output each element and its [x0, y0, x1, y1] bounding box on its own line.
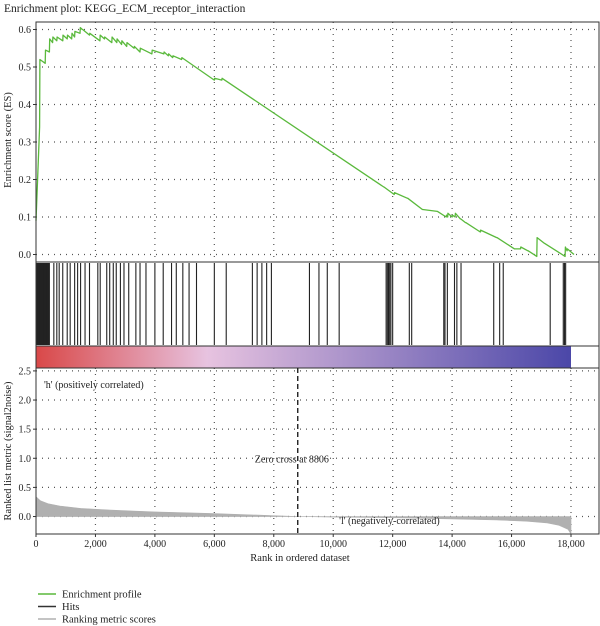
es-panel-line-layer — [35, 26, 575, 258]
rank-panel-grid — [36, 368, 599, 534]
rank-panel-y-ticks: 0.0 0.5 1.0 1.5 2.0 2.5 — [19, 366, 36, 523]
es-panel-y-ticks: 0.0 0.1 0.2 0.3 0.4 0.5 0.6 — [19, 25, 36, 261]
x-tick-label: 16,000 — [498, 539, 526, 550]
es-panel-grid — [36, 22, 599, 262]
x-tick-label: 12,000 — [379, 539, 407, 550]
x-tick-label: 10,000 — [319, 539, 347, 550]
legend-label: Ranking metric scores — [62, 615, 156, 626]
x-tick-label: 8,000 — [263, 539, 286, 550]
x-tick-label: 0 — [34, 539, 39, 550]
rank-gradient-bar — [36, 346, 571, 368]
x-axis-ticks: 0 2,000 4,000 6,000 8,000 10,000 12,000 14,000 1… — [34, 534, 585, 550]
rank-y-tick-label: 2.0 — [19, 396, 32, 407]
es-y-tick-label: 0.2 — [19, 175, 32, 186]
es-y-tick-label: 0.3 — [19, 138, 32, 149]
x-tick-label: 18,000 — [557, 539, 585, 550]
rank-y-axis-label: Ranked list metric (signal2noise) — [3, 381, 14, 521]
es-y-tick-label: 0.0 — [19, 250, 32, 261]
x-axis-label: Rank in ordered dataset — [250, 553, 350, 564]
x-tick-label: 6,000 — [203, 539, 226, 550]
es-y-tick-label: 0.6 — [19, 25, 32, 36]
enrichment-profile-line — [35, 26, 575, 258]
rank-y-tick-label: 1.0 — [19, 454, 32, 465]
es-y-tick-label: 0.5 — [19, 63, 32, 74]
rank-panel-frame — [35, 367, 600, 535]
rank-y-tick-label: 2.5 — [19, 366, 32, 377]
x-tick-label: 4,000 — [144, 539, 167, 550]
es-y-axis-label: Enrichment score (ES) — [3, 92, 14, 188]
rank-y-tick-label: 0.0 — [19, 512, 32, 523]
ranking-metric-area — [35, 496, 572, 536]
es-y-tick-label: 0.4 — [19, 100, 32, 111]
rank-y-tick-label: 0.5 — [19, 483, 32, 494]
x-tick-label: 14,000 — [438, 539, 466, 550]
positive-correlation-label: 'h' (positively correlated) — [44, 380, 144, 391]
hits-panel — [36, 263, 567, 345]
zero-cross-label: Zero cross at 8806 — [255, 454, 329, 465]
legend-label: Enrichment profile — [62, 590, 142, 601]
es-y-tick-label: 0.1 — [19, 213, 32, 224]
rank-y-tick-label: 1.5 — [19, 425, 32, 436]
chart-title: Enrichment plot: KEGG_ECM_receptor_inter… — [4, 3, 246, 15]
negative-correlation-label: 'l' (negatively-correlated) — [339, 516, 440, 527]
x-tick-label: 2,000 — [84, 539, 107, 550]
rank-panel-area-layer — [35, 496, 572, 536]
legend-label: Hits — [62, 602, 80, 613]
